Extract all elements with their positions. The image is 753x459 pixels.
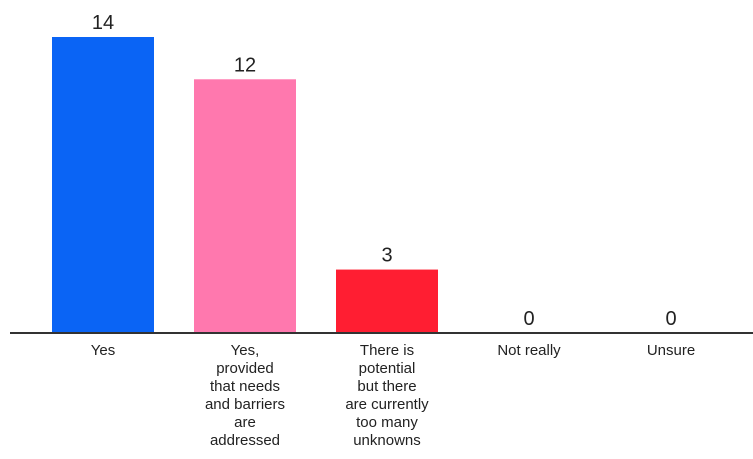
category-label-line: There is	[360, 342, 414, 359]
category-label-line: that needs	[210, 378, 280, 395]
category-label-line: and barriers	[205, 396, 285, 413]
category-label-2: There is potential but there are currently t…	[345, 342, 429, 449]
category-label-line: Yes	[91, 342, 115, 359]
bars-group	[52, 37, 438, 334]
category-label-line: Unsure	[647, 342, 695, 359]
category-label-line: are currently	[345, 396, 429, 413]
category-label-1: Yes, provided that needs and barriers are add…	[205, 342, 285, 449]
category-label-0: Yes	[91, 342, 115, 359]
bar-1	[194, 79, 296, 334]
category-label-line: unknowns	[353, 432, 421, 449]
category-label-line: potential	[359, 360, 416, 377]
value-label-2: 3	[381, 245, 392, 267]
category-label-line: provided	[216, 360, 274, 377]
value-label-3: 0	[523, 308, 534, 330]
category-label-line: Yes,	[231, 342, 260, 359]
category-label-line: are	[234, 414, 256, 431]
category-label-4: Unsure	[647, 342, 695, 359]
value-label-4: 0	[665, 308, 676, 330]
category-labels-group: Yes Yes, provided that needs and barriers are…	[91, 342, 695, 449]
category-label-line: but there	[357, 378, 416, 395]
bar-0	[52, 37, 154, 333]
bar-2	[336, 269, 438, 333]
value-labels-group: 14 12 3 0 0	[92, 12, 677, 330]
category-label-3: Not really	[497, 342, 561, 359]
category-label-line: addressed	[210, 432, 280, 449]
value-label-0: 14	[92, 12, 114, 34]
value-label-1: 12	[234, 54, 256, 76]
category-label-line: too many	[356, 414, 418, 431]
category-label-line: Not really	[497, 342, 561, 359]
